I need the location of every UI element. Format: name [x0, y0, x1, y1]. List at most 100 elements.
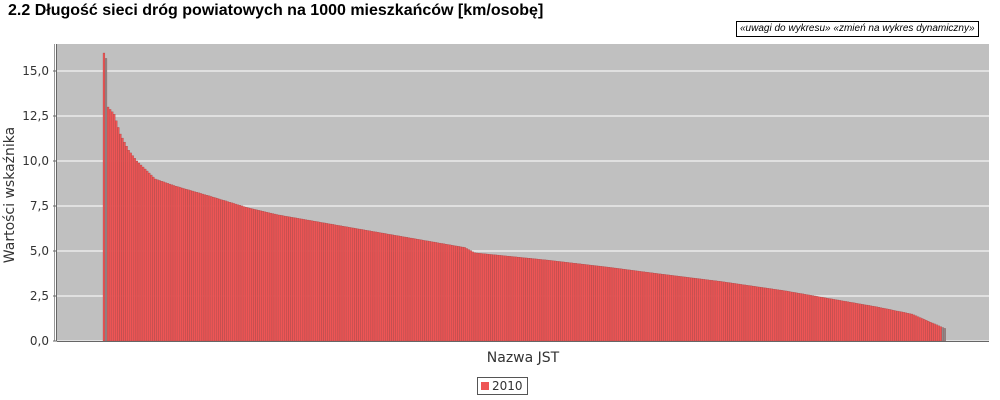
bar [578, 263, 582, 342]
bar [152, 176, 155, 342]
bar [298, 218, 301, 342]
bar [463, 247, 466, 342]
bar [436, 242, 439, 342]
bar [933, 323, 936, 342]
bar [269, 212, 272, 342]
bar [350, 227, 353, 342]
bar [137, 162, 141, 342]
bar [708, 279, 711, 342]
bar [224, 200, 227, 342]
legend-label: 2010 [492, 379, 523, 393]
bar [865, 304, 868, 342]
bar [603, 266, 606, 342]
bar [826, 298, 829, 342]
bar [183, 188, 186, 342]
bar [844, 301, 848, 342]
bar [748, 285, 751, 342]
bar [212, 196, 215, 342]
bar [562, 261, 565, 342]
bar [902, 312, 905, 342]
bar [651, 272, 654, 342]
bar [447, 244, 450, 342]
bar [717, 280, 720, 342]
bar [780, 290, 784, 342]
bar [811, 295, 815, 342]
bar [399, 236, 402, 342]
bar [941, 327, 944, 342]
bar [762, 287, 765, 342]
bar [238, 205, 242, 342]
bar [247, 207, 250, 342]
bar [764, 287, 767, 342]
bar [473, 252, 477, 342]
bar [445, 244, 448, 342]
bar [677, 276, 681, 342]
bar [389, 234, 392, 342]
bar [236, 204, 239, 342]
bar [682, 276, 685, 342]
bar [787, 291, 790, 342]
bar [667, 274, 670, 342]
bar [816, 296, 819, 342]
bar [935, 324, 938, 342]
bar [750, 285, 753, 342]
bar [249, 208, 252, 342]
bar [770, 288, 773, 342]
y-tick-label: 0,0 [30, 334, 49, 348]
dynamic-chart-link[interactable]: «zmień na wykres dynamiczny» [833, 23, 975, 34]
bar [851, 302, 854, 342]
bar [327, 223, 330, 342]
bar [263, 211, 266, 342]
bar [265, 211, 268, 342]
axes [54, 44, 989, 342]
bar [482, 253, 485, 342]
bar [286, 216, 289, 342]
bar [374, 231, 378, 342]
bar [253, 209, 256, 342]
bar [572, 262, 575, 342]
bar [515, 256, 518, 342]
bar [119, 133, 122, 342]
chart-notes-link[interactable]: «uwagi do wykresu» [740, 23, 831, 34]
bar [519, 257, 522, 342]
bar [783, 290, 786, 342]
bar [395, 235, 398, 342]
y-ticks: 0,0 2,5 5,0 7,5 10,0 12,5 15,0 [22, 64, 57, 348]
bar [529, 258, 532, 342]
bar [331, 224, 334, 342]
bar [205, 195, 209, 342]
bar [245, 207, 248, 342]
bar [700, 278, 703, 342]
bar [172, 185, 176, 342]
bar [513, 256, 516, 342]
bar [576, 263, 580, 342]
bar [201, 193, 204, 342]
bar [822, 297, 825, 342]
bar [884, 308, 887, 342]
bar [125, 146, 128, 342]
bar [521, 257, 524, 342]
bar [500, 255, 503, 342]
bar [803, 294, 806, 342]
bar [585, 264, 588, 342]
bar [341, 226, 345, 342]
bar [273, 213, 277, 342]
bar [556, 261, 559, 342]
bar [142, 166, 145, 342]
bar [601, 266, 604, 342]
bar [712, 280, 716, 342]
bar [853, 302, 856, 342]
bar [438, 242, 441, 342]
bar [914, 315, 918, 342]
bar [480, 253, 483, 342]
bar [838, 300, 841, 342]
bar [109, 109, 112, 342]
bar [686, 277, 689, 342]
bar [385, 233, 388, 342]
bar [560, 261, 563, 342]
bar [106, 106, 110, 342]
bar [492, 254, 495, 342]
bar [306, 219, 310, 342]
bar [407, 237, 411, 342]
bar [123, 141, 126, 342]
